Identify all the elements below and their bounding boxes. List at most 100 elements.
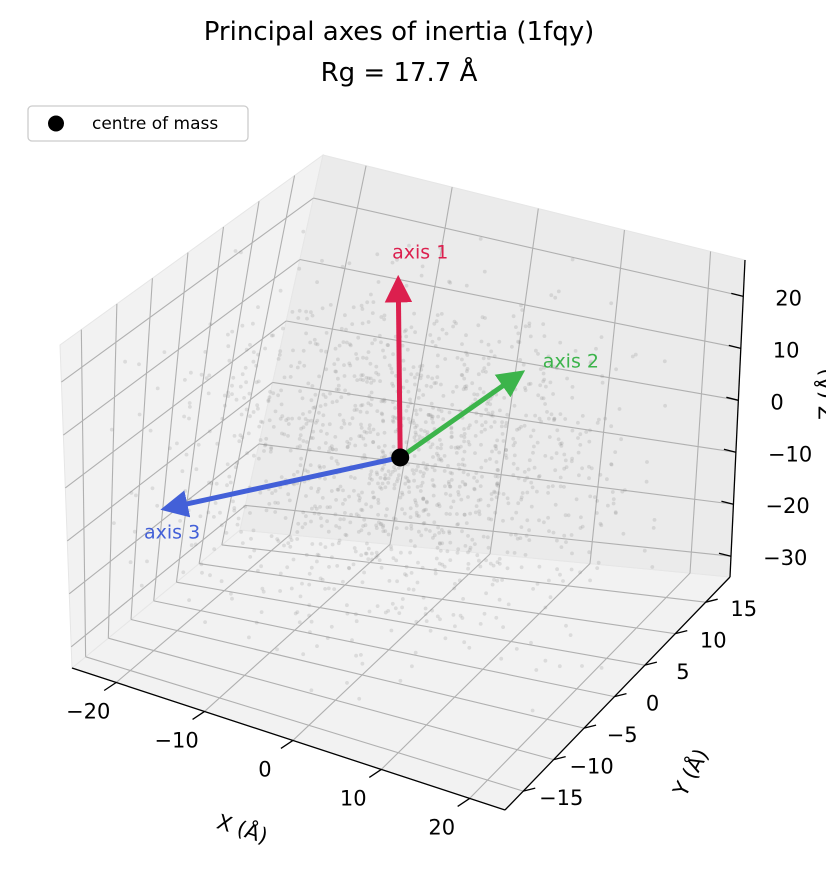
atom-point (305, 440, 309, 444)
atom-point (551, 392, 555, 396)
atom-point (335, 399, 339, 404)
atom-point (511, 436, 516, 441)
atom-point (486, 411, 491, 416)
atom-point (587, 439, 592, 444)
atom-point (226, 344, 231, 349)
atom-point (580, 664, 584, 668)
atom-point (299, 426, 303, 431)
atom-point (490, 410, 495, 415)
atom-point (437, 457, 441, 462)
atom-point (642, 548, 647, 553)
atom-point (429, 401, 434, 406)
atom-point (392, 465, 396, 469)
atom-point (325, 431, 329, 436)
atom-point (278, 571, 283, 576)
atom-point (509, 532, 513, 537)
atom-point (619, 437, 623, 442)
atom-point (430, 442, 435, 447)
atom-point (564, 623, 568, 628)
atom-point (376, 497, 381, 502)
atom-point (404, 283, 409, 288)
atom-point (456, 462, 461, 467)
atom-point (430, 416, 434, 421)
atom-point (252, 453, 256, 458)
atom-point (370, 477, 374, 482)
atom-point (342, 374, 347, 378)
atom-point (199, 562, 204, 567)
atom-point (443, 636, 448, 641)
gridline-y-floor (199, 563, 676, 635)
atom-point (244, 347, 249, 352)
atom-point (416, 514, 421, 519)
atom-point (361, 355, 365, 360)
atom-point (401, 358, 406, 363)
atom-point (226, 332, 230, 337)
atom-point (360, 508, 365, 513)
atom-point (533, 413, 537, 418)
atom-point (370, 551, 374, 556)
atom-point (584, 430, 589, 434)
atom-point (350, 322, 355, 326)
atom-point (580, 524, 585, 529)
atom-point (362, 453, 367, 458)
atom-point (364, 551, 369, 556)
atom-point (376, 280, 381, 284)
atom-point (538, 367, 543, 371)
atom-point (406, 389, 411, 394)
atom-point (525, 490, 530, 495)
gridline-z-left (63, 259, 301, 436)
gridline-y-floor (85, 656, 524, 792)
atom-point (473, 451, 477, 455)
atom-point (338, 517, 343, 522)
atom-point (379, 486, 384, 491)
gridline-y-left (107, 303, 118, 639)
atom-point (477, 558, 481, 563)
atom-point (361, 373, 365, 377)
atom-point (284, 418, 289, 423)
atom-point (587, 464, 591, 469)
atom-point (380, 455, 384, 460)
atom-point (549, 412, 554, 417)
z-tick-mark (718, 552, 732, 557)
atom-point (464, 333, 468, 338)
gridline-x-floor (204, 543, 391, 712)
atom-point (546, 354, 551, 359)
atom-point (433, 344, 438, 348)
atom-point (430, 376, 435, 381)
atom-point (506, 501, 511, 506)
atom-point (417, 388, 421, 393)
atom-point (543, 454, 548, 458)
atom-point (385, 507, 389, 511)
atom-point (239, 412, 244, 417)
atom-point (435, 503, 439, 507)
atom-point (379, 399, 384, 404)
atom-point (480, 369, 485, 374)
atom-point (397, 473, 401, 478)
principal-axis-label-1: axis 1 (392, 241, 448, 263)
atom-point (332, 587, 337, 591)
atom-point (380, 468, 384, 472)
atom-point (610, 490, 615, 494)
atom-point (387, 363, 392, 368)
atom-point (344, 327, 348, 332)
centre-of-mass-point (391, 448, 410, 467)
atom-point (419, 533, 424, 538)
atom-point (413, 544, 417, 549)
atom-point (360, 403, 365, 407)
atom-point (478, 622, 483, 626)
atom-point (546, 515, 550, 520)
z-axis-label: Z (Å) (813, 368, 826, 420)
atom-point (478, 497, 483, 502)
atom-point (358, 496, 362, 500)
atom-point (345, 439, 350, 444)
atom-point (426, 413, 431, 417)
atom-point (652, 518, 657, 522)
atom-point (411, 365, 416, 369)
atom-point (559, 444, 564, 448)
atom-point (423, 466, 428, 470)
atom-point (312, 511, 317, 516)
atom-point (402, 367, 407, 372)
atom-point (374, 370, 378, 375)
atom-point (219, 523, 224, 528)
atom-point (345, 340, 349, 345)
